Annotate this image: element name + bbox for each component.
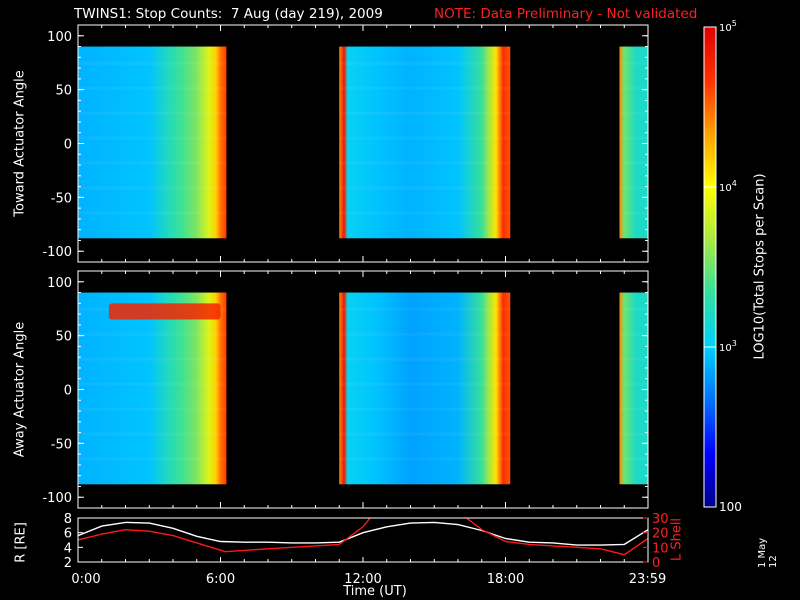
away-angle-axis-label: Away Actuator Angle: [12, 321, 28, 458]
colorbar-tick-label: 105: [719, 19, 737, 34]
y-tick-label: -100: [42, 491, 72, 506]
data-segment: [619, 46, 648, 239]
y-tick-label: -50: [51, 191, 72, 206]
feature-enhancement: [108, 303, 221, 320]
angle-band: [78, 111, 227, 115]
y-tick-label: 100: [47, 30, 72, 45]
angle-band: [619, 111, 648, 115]
colorbar-bar: [703, 26, 717, 508]
r-tick-label: 6: [64, 527, 72, 542]
angle-band: [339, 307, 511, 311]
angle-band: [619, 161, 648, 165]
data-segment: [619, 292, 648, 485]
data-segment: [339, 46, 511, 239]
date-stamp: 1 May 12: [757, 537, 779, 568]
y-tick-label: 0: [64, 138, 72, 153]
orbit-panel: [77, 517, 649, 563]
angle-band: [339, 186, 511, 190]
data-segment: [78, 46, 227, 239]
angle-band: [78, 332, 227, 336]
angle-band: [619, 136, 648, 140]
l-tick-label: 30: [652, 512, 669, 527]
angle-band: [78, 357, 227, 361]
angle-band: [619, 357, 648, 361]
y-tick-label: 0: [64, 384, 72, 399]
heatmap-away: [77, 270, 649, 509]
angle-band: [78, 407, 227, 411]
angle-band: [339, 111, 511, 115]
angle-band: [78, 61, 227, 65]
angle-band: [339, 136, 511, 140]
l-tick-label: 0: [652, 556, 660, 571]
r-series-line: [78, 521, 648, 546]
x-tick-label: 0:00: [71, 572, 100, 587]
y-tick-label: -50: [51, 437, 72, 452]
y-tick-label: 50: [55, 84, 72, 99]
l-tick-label: 20: [652, 527, 669, 542]
angle-band: [619, 432, 648, 436]
angle-band: [339, 86, 511, 90]
r-tick-label: 2: [64, 556, 72, 571]
x-tick-label: 23:59: [629, 572, 666, 587]
x-tick-label: 18:00: [487, 572, 524, 587]
colorbar: 100 103 104 105: [703, 19, 742, 514]
angle-band: [339, 161, 511, 165]
angle-band: [619, 86, 648, 90]
angle-band: [619, 457, 648, 461]
plot-title: TWINS1: Stop Counts: 7 Aug (day 219), 20…: [74, 6, 383, 22]
angle-band: [78, 432, 227, 436]
angle-band: [619, 61, 648, 65]
angle-band: [339, 332, 511, 336]
angle-band: [78, 211, 227, 215]
angle-band: [78, 457, 227, 461]
angle-band: [339, 432, 511, 436]
colorbar-tick-label: 100: [719, 500, 742, 514]
angle-band: [339, 211, 511, 215]
angle-band: [339, 357, 511, 361]
l-shell-series-line: [78, 518, 648, 556]
heatmap-toward: [77, 24, 649, 263]
time-axis-label: Time (UT): [343, 584, 407, 599]
angle-band: [339, 407, 511, 411]
r-tick-label: 8: [64, 512, 72, 527]
data-segment: [339, 292, 511, 485]
orbit-frame: [77, 517, 649, 563]
angle-band: [78, 186, 227, 190]
data-segment: [78, 292, 227, 485]
toward-angle-axis-label: Toward Actuator Angle: [12, 70, 28, 217]
r-tick-label: 4: [64, 541, 72, 556]
angle-band: [78, 161, 227, 165]
angle-band: [339, 457, 511, 461]
x-tick-label: 12:00: [344, 572, 381, 587]
angle-band: [339, 382, 511, 386]
angle-band: [619, 307, 648, 311]
angle-band: [339, 61, 511, 65]
y-tick-label: 100: [47, 276, 72, 291]
l-tick-label: 10: [652, 541, 669, 556]
preliminary-note: NOTE: Data Preliminary - Not validated: [434, 6, 698, 22]
colorbar-tick-label: 103: [719, 339, 737, 354]
angle-band: [619, 407, 648, 411]
angle-band: [619, 332, 648, 336]
l-shell-axis-label: L Shell: [669, 517, 685, 562]
r-axis-label: R [RE]: [13, 522, 29, 563]
angle-band: [78, 382, 227, 386]
angle-band: [78, 136, 227, 140]
angle-band: [619, 186, 648, 190]
colorbar-tick-label: 104: [719, 179, 737, 194]
angle-band: [78, 86, 227, 90]
x-tick-label: 6:00: [206, 572, 235, 587]
y-tick-label: 50: [55, 330, 72, 345]
y-tick-label: -100: [42, 245, 72, 260]
angle-band: [619, 382, 648, 386]
colorbar-label: LOG10(Total Stops per Scan): [752, 173, 768, 360]
angle-band: [619, 211, 648, 215]
